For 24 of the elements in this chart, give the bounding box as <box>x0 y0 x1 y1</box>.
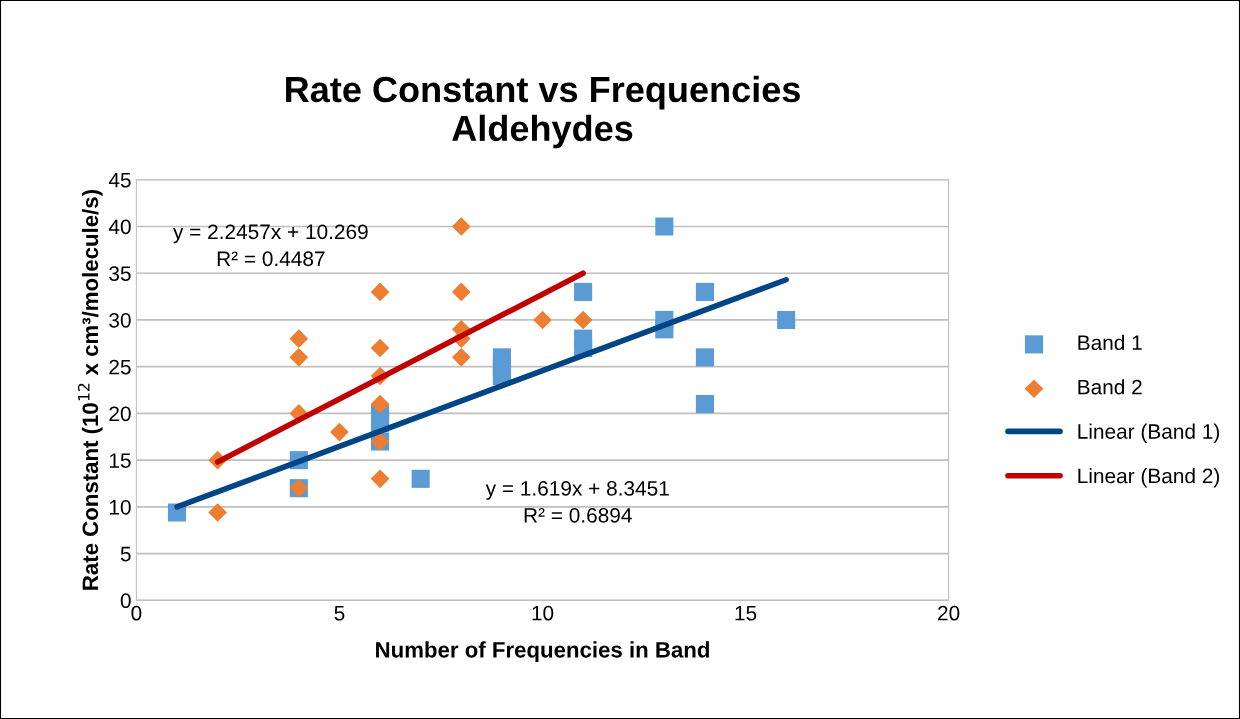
x-tick-label: 10 <box>532 605 554 621</box>
x-tick-label: 0 <box>131 605 142 621</box>
y-tick-label: 15 <box>109 453 131 468</box>
y-tick-label: 0 <box>120 593 131 609</box>
y-tick-label: 30 <box>109 312 131 328</box>
y-axis-title: Rate Constant (10$^{12}$ x cm³/molecule/s) <box>77 190 103 590</box>
y-tick-label: 10 <box>109 499 131 515</box>
legend-label: Band 1 <box>1078 334 1142 351</box>
y-tick-label: 45 <box>108 172 131 188</box>
legend-label: Linear (Band 1) <box>1078 423 1220 443</box>
x-tick-label: 15 <box>735 605 757 621</box>
y-tick-label: 20 <box>109 406 131 422</box>
legend-label: Band 2 <box>1078 379 1142 395</box>
y-tick-label: 25 <box>109 359 131 375</box>
y-tick-label: 40 <box>108 219 131 235</box>
legend-label: Linear (Band 2) <box>1078 468 1220 488</box>
y-tick-label: 5 <box>120 546 131 562</box>
annotation: y = 1.619x + 8.3451 R² = 0.6894 <box>485 480 669 523</box>
chart-title: Rate Constant vs Frequencies Aldehydes <box>286 75 800 149</box>
annotation: y = 2.2457x + 10.269 R² = 0.4487 <box>173 224 368 267</box>
x-tick-label: 5 <box>334 605 345 621</box>
y-tick-label: 35 <box>109 266 131 281</box>
x-axis-title: Number of Frequencies in Band <box>376 641 709 663</box>
x-tick-label: 20 <box>938 605 960 621</box>
